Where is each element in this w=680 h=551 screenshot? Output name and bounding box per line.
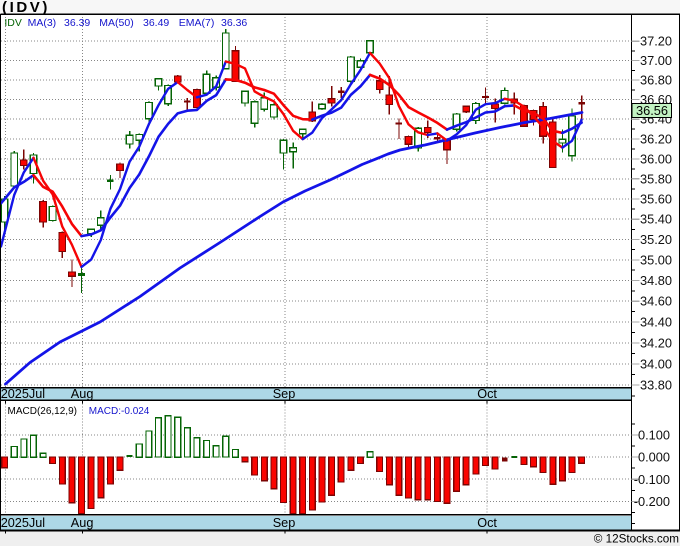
svg-text:IDV: IDV	[4, 17, 22, 29]
svg-text:Aug: Aug	[71, 387, 94, 401]
svg-text:Sep: Sep	[273, 516, 296, 530]
svg-text:36.36: 36.36	[221, 17, 247, 29]
svg-text:37.00: 37.00	[640, 53, 672, 68]
svg-text:Oct: Oct	[477, 387, 497, 401]
svg-text:-0.100: -0.100	[634, 472, 670, 487]
svg-text:-0.200: -0.200	[634, 494, 670, 509]
svg-text:35.20: 35.20	[640, 232, 672, 247]
svg-text:Sep: Sep	[273, 387, 296, 401]
svg-text:MA(3): MA(3)	[28, 17, 57, 29]
svg-text:MACD:-0.024: MACD:-0.024	[89, 406, 150, 417]
svg-text:MACD(26,12,9): MACD(26,12,9)	[8, 406, 77, 417]
svg-text:34.60: 34.60	[640, 294, 672, 309]
svg-text:34.80: 34.80	[640, 273, 672, 288]
svg-text:34.20: 34.20	[640, 335, 672, 350]
svg-text:36.00: 36.00	[640, 151, 672, 166]
svg-text:36.49: 36.49	[143, 17, 169, 29]
svg-text:0.100: 0.100	[638, 428, 670, 443]
svg-text:2025Jul: 2025Jul	[1, 516, 45, 530]
svg-text:36.39: 36.39	[64, 17, 90, 29]
svg-text:2025Jul: 2025Jul	[1, 387, 45, 401]
svg-text:36.80: 36.80	[640, 73, 672, 88]
svg-text:34.40: 34.40	[640, 315, 672, 330]
svg-text:33.80: 33.80	[640, 378, 672, 393]
svg-text:36.20: 36.20	[640, 132, 672, 147]
svg-text:(IDV): (IDV)	[2, 0, 50, 16]
svg-text:35.80: 35.80	[640, 171, 672, 186]
svg-text:EMA(7): EMA(7)	[179, 17, 215, 29]
svg-text:Oct: Oct	[477, 516, 497, 530]
svg-text:35.60: 35.60	[640, 191, 672, 206]
svg-text:36.56: 36.56	[636, 103, 668, 118]
svg-text:© 12Stocks.com: © 12Stocks.com	[594, 533, 679, 546]
svg-text:35.00: 35.00	[640, 252, 672, 267]
svg-text:37.20: 37.20	[640, 34, 672, 49]
svg-text:0.000: 0.000	[638, 450, 670, 465]
svg-text:34.00: 34.00	[640, 357, 672, 372]
svg-text:35.40: 35.40	[640, 212, 672, 227]
svg-text:MA(50): MA(50)	[99, 17, 133, 29]
svg-text:Aug: Aug	[71, 516, 94, 530]
